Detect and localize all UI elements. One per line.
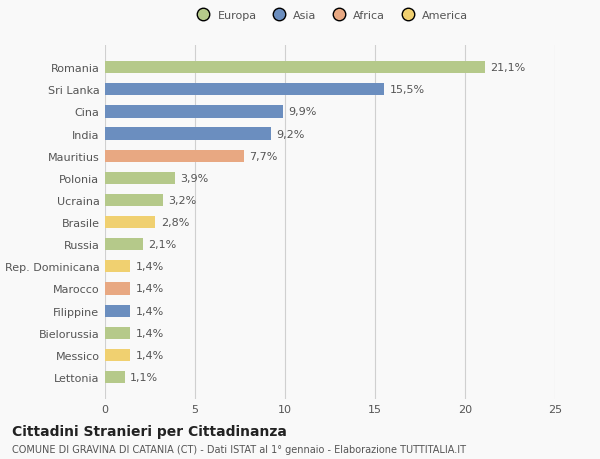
Bar (105, 84, 384, 96)
Text: 1,4%: 1,4% (136, 284, 164, 294)
Bar (105, 128, 271, 140)
Bar (105, 283, 130, 295)
Bar (105, 217, 155, 229)
Bar (105, 261, 130, 273)
Text: 1,4%: 1,4% (136, 350, 164, 360)
Bar (105, 349, 130, 361)
Text: Cittadini Stranieri per Cittadinanza: Cittadini Stranieri per Cittadinanza (12, 425, 287, 438)
Text: 15,5%: 15,5% (389, 85, 425, 95)
Bar (105, 173, 175, 185)
Text: 1,4%: 1,4% (136, 328, 164, 338)
Bar (105, 371, 125, 383)
Bar (105, 106, 283, 118)
Text: 2,8%: 2,8% (161, 218, 189, 228)
Text: 3,2%: 3,2% (168, 196, 196, 206)
Bar (105, 327, 130, 339)
Bar (105, 239, 143, 251)
Text: 1,4%: 1,4% (136, 262, 164, 272)
Text: 9,2%: 9,2% (276, 129, 304, 139)
Bar (105, 195, 163, 207)
Text: 2,1%: 2,1% (148, 240, 176, 250)
Bar (105, 150, 244, 162)
Text: COMUNE DI GRAVINA DI CATANIA (CT) - Dati ISTAT al 1° gennaio - Elaborazione TUTT: COMUNE DI GRAVINA DI CATANIA (CT) - Dati… (12, 444, 466, 454)
Text: 21,1%: 21,1% (490, 63, 526, 73)
Text: 1,4%: 1,4% (136, 306, 164, 316)
Text: 7,7%: 7,7% (249, 151, 277, 162)
Bar (105, 305, 130, 317)
Text: 1,1%: 1,1% (130, 372, 158, 382)
Legend: Europa, Asia, Africa, America: Europa, Asia, Africa, America (192, 11, 468, 21)
Text: 3,9%: 3,9% (181, 174, 209, 184)
Bar (105, 62, 485, 74)
Text: 9,9%: 9,9% (289, 107, 317, 117)
